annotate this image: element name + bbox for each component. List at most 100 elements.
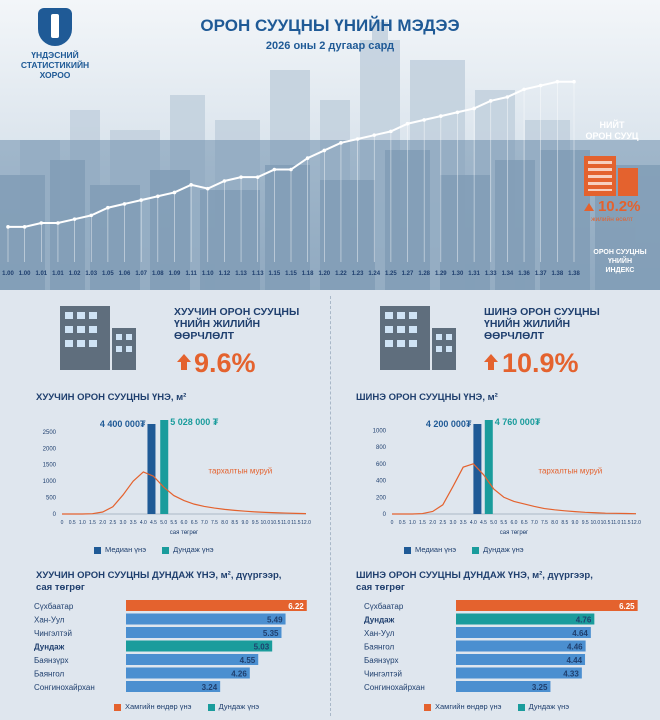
x-tick-label: 11.5 (291, 520, 301, 526)
index-value-labels: 1.00 1.00 1.01 1.01 1.02 1.03 1.05 1.06 1.07 1.08… (2, 271, 580, 277)
index-point (355, 137, 360, 141)
legend-max: Хамгийн өндөр үнэ (125, 702, 192, 711)
district-value: 6.22 (288, 602, 304, 611)
x-tick-label: 7.5 (211, 520, 218, 526)
district-label: Сонгинохайрхан (34, 683, 95, 692)
new-building-icon (380, 306, 456, 370)
legend-mean: Дундаж үнэ (173, 545, 214, 554)
index-value-label: 1.28 (418, 271, 430, 277)
district-label: Баянзүрх (364, 656, 398, 665)
y-tick-label: 500 (46, 496, 57, 502)
district-value: 6.25 (619, 602, 635, 611)
index-value-label: 1.36 (518, 271, 530, 277)
x-tick-label: 1.0 (79, 520, 86, 526)
index-point (289, 167, 293, 172)
old-yoy-value: 9.6% (194, 348, 256, 378)
y-tick-label: 2500 (43, 430, 57, 436)
x-tick-label: 3.5 (460, 520, 467, 526)
district-label: Баянгол (364, 643, 394, 652)
x-tick-label: 4.5 (480, 520, 487, 526)
index-point (389, 129, 393, 134)
mean-bar (484, 420, 493, 514)
old-distribution-chart: 0 500 1000 1500 2000 2500 0 0.5 1.0 1.5 2.0 2.5 3.0 3… (43, 417, 311, 536)
legend-mean: Дундаж үнэ (483, 545, 524, 554)
total-yoy-label: жилийн өсөлт (591, 216, 633, 223)
district-label: Сонгинохайрхан (364, 683, 425, 692)
y-tick-label: 600 (376, 462, 387, 468)
x-tick-label: 6.5 (191, 520, 198, 526)
district-bar (126, 667, 250, 679)
index-point (439, 114, 443, 118)
index-value-label: 1.08 (152, 271, 164, 277)
x-tick-label: 10.0 (590, 520, 600, 526)
y-tick-label: 0 (383, 512, 387, 518)
x-tick-label: 2.5 (109, 520, 116, 526)
index-point (205, 186, 210, 191)
new-yoy-value: 10.9% (502, 348, 579, 378)
index-value-label: 1.11 (185, 271, 197, 277)
y-tick-label: 1000 (43, 479, 57, 485)
x-tick-label: 2.0 (99, 520, 106, 526)
skyline-svg: 1.00 1.00 1.01 1.01 1.02 1.03 1.05 1.06 1.07 1.08… (0, 22, 660, 290)
index-value-label: 1.12 (219, 271, 231, 277)
index-point (455, 110, 460, 115)
index-value-label: 1.13 (235, 271, 247, 277)
x-tick-label: 7.0 (201, 520, 208, 526)
index-value-label: 1.09 (169, 271, 181, 277)
index-value-label: 1.01 (35, 271, 47, 277)
y-tick-label: 2000 (43, 446, 57, 452)
index-value-label: 1.24 (368, 271, 380, 277)
x-tick-label: 12.0 (301, 520, 311, 526)
index-point (22, 225, 27, 229)
old-dist-title: ХУУЧИН ОРОН СУУЦНЫ ҮНЭ, м² (36, 392, 187, 403)
x-axis-title: сая төгрөг (500, 530, 529, 536)
index-point (305, 156, 310, 160)
x-tick-label: 9.5 (582, 520, 589, 526)
index-point (6, 225, 10, 229)
new-housing-panel: ШИНЭ ОРОН СУУЦНЫ ҮНИЙН ЖИЛИЙН ӨӨРЧЛӨЛТ 1… (344, 292, 654, 720)
x-tick-label: 1.5 (89, 520, 96, 526)
up-arrow-icon (583, 203, 594, 211)
x-tick-label: 0.5 (69, 520, 76, 526)
mean-bar (160, 420, 169, 514)
total-housing-box: НИЙТ ОРОН СУУЦ 10.2% жилийн өсөлт (572, 120, 652, 223)
index-value-label: 1.20 (318, 271, 330, 277)
x-tick-label: 10.0 (260, 520, 270, 526)
median-label: 4 200 000₮ (426, 419, 472, 429)
district-label: Баянгол (34, 670, 64, 679)
district-label: Хан-Уул (364, 629, 395, 638)
index-point (39, 221, 44, 225)
district-label: Дундаж (364, 616, 395, 625)
y-tick-label: 800 (376, 445, 387, 451)
index-value-label: 1.22 (335, 271, 347, 277)
index-point (122, 202, 127, 206)
y-tick-label: 1500 (43, 463, 57, 469)
district-bar (126, 600, 307, 611)
index-value-label: 1.33 (485, 271, 497, 277)
x-tick-label: 9.5 (252, 520, 259, 526)
logo-emblem-icon (38, 8, 72, 46)
index-value-label: 1.25 (385, 271, 397, 277)
logo-text: ҮНДЭСНИЙ СТАТИСТИКИЙН ХОРОО (20, 50, 90, 80)
x-tick-label: 6.0 (181, 520, 188, 526)
district-value: 3.24 (202, 683, 218, 692)
index-value-label: 1.18 (302, 271, 314, 277)
district-label: Чингэлтэй (364, 670, 402, 679)
index-value-label: 1.01 (52, 271, 64, 277)
index-point (156, 194, 160, 199)
total-yoy-value: 10.2% (597, 198, 641, 215)
old-district-title: ХУУЧИН ОРОН СУУЦНЫ ДУНДАЖ ҮНЭ, м², дүүрг… (36, 570, 282, 593)
district-bar (456, 627, 591, 638)
total-housing-label: НИЙТ ОРОН СУУЦ (585, 120, 639, 141)
index-point (572, 79, 576, 84)
index-value-label: 1.07 (135, 271, 147, 277)
x-tick-label: 11.0 (611, 520, 621, 526)
index-value-label: 1.00 (2, 271, 14, 277)
x-tick-label: 10.5 (271, 520, 281, 526)
old-housing-panel: ХУУЧИН ОРОН СУУЦНЫ ҮНИЙН ЖИЛИЙН ӨӨРЧЛӨЛТ… (14, 292, 324, 720)
index-point (172, 190, 177, 195)
district-label: Сүхбаатар (364, 602, 404, 611)
index-value-label: 1.15 (269, 271, 281, 277)
index-point (555, 79, 560, 84)
index-point (405, 121, 410, 126)
